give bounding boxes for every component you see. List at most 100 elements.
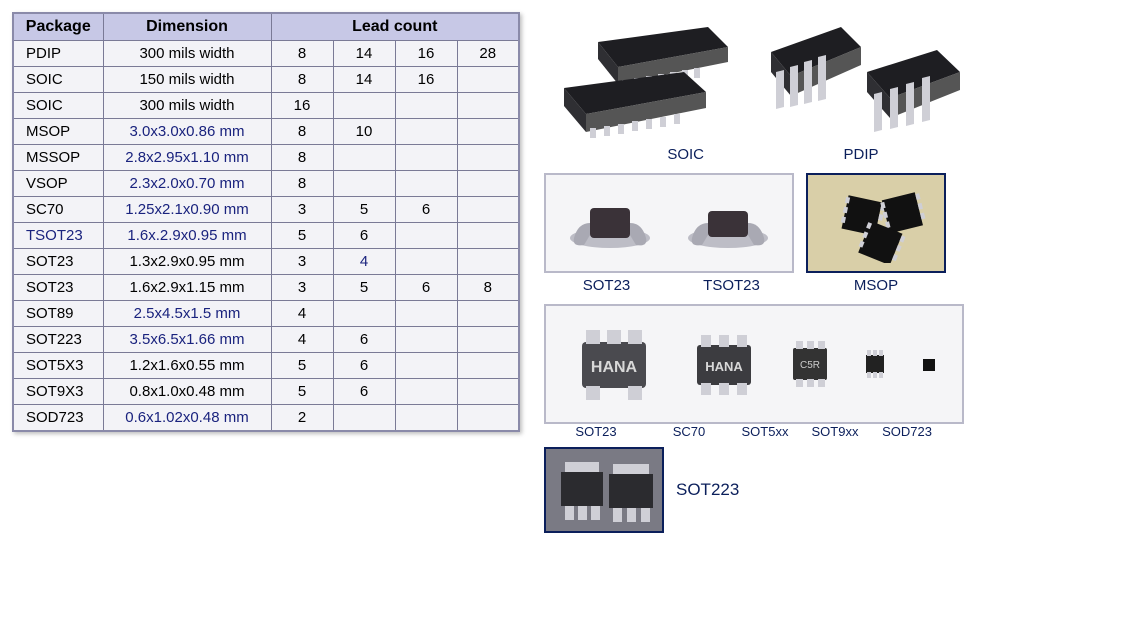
table-row: VSOP2.3x2.0x0.70 mm8 — [13, 171, 519, 197]
cell-lead: 3 — [271, 275, 333, 301]
cell-lead — [395, 171, 457, 197]
table-row: SOT9X30.8x1.0x0.48 mm56 — [13, 379, 519, 405]
msop-image — [806, 173, 946, 273]
cell-package: SOD723 — [13, 405, 103, 432]
sot223-image — [544, 447, 664, 533]
cell-package: SOT223 — [13, 327, 103, 353]
cell-lead: 28 — [457, 41, 519, 67]
cell-lead — [457, 223, 519, 249]
svg-text:HANA: HANA — [705, 359, 743, 374]
cell-lead: 8 — [271, 119, 333, 145]
gallery-row-1: SOIC — [544, 12, 974, 163]
cell-lead — [395, 301, 457, 327]
cell-lead: 14 — [333, 41, 395, 67]
sot23-tsot23-labels: SOT23 TSOT23 — [544, 273, 794, 294]
sot223-label: SOT223 — [676, 480, 739, 500]
cell-lead — [457, 67, 519, 93]
cell-lead — [395, 353, 457, 379]
cell-dimension: 3.0x3.0x0.86 mm — [103, 119, 271, 145]
table-row: SOT231.6x2.9x1.15 mm3568 — [13, 275, 519, 301]
table-row: SOIC150 mils width81416 — [13, 67, 519, 93]
cell-lead — [395, 249, 457, 275]
table-row: SOT5X31.2x1.6x0.55 mm56 — [13, 353, 519, 379]
cell-lead: 4 — [271, 327, 333, 353]
cell-lead — [457, 119, 519, 145]
cell-package: MSSOP — [13, 145, 103, 171]
cell-lead: 16 — [395, 41, 457, 67]
gallery-row-3: HANA HANA C5R — [544, 304, 974, 439]
cell-lead: 4 — [333, 249, 395, 275]
cell-lead — [333, 405, 395, 432]
cell-lead: 5 — [333, 275, 395, 301]
cell-lead: 10 — [333, 119, 395, 145]
cell-lead: 8 — [457, 275, 519, 301]
tsot23-label: TSOT23 — [669, 277, 794, 294]
cell-lead — [457, 249, 519, 275]
cell-package: SOT9X3 — [13, 379, 103, 405]
sot23-tsot23-image — [544, 173, 794, 273]
cell-lead — [333, 93, 395, 119]
size-lineup-image: HANA HANA C5R — [544, 304, 964, 424]
gallery-row-4: SOT223 — [544, 447, 974, 533]
cell-lead: 3 — [271, 197, 333, 223]
cell-lead — [457, 197, 519, 223]
cell-package: TSOT23 — [13, 223, 103, 249]
cell-lead: 5 — [271, 223, 333, 249]
package-gallery: SOIC — [544, 12, 974, 543]
sot23-tsot23-figure: SOT23 TSOT23 — [544, 173, 794, 294]
cell-lead — [395, 379, 457, 405]
table-row: TSOT231.6x.2.9x0.95 mm56 — [13, 223, 519, 249]
package-table: Package Dimension Lead count PDIP300 mil… — [12, 12, 520, 432]
cell-lead: 5 — [333, 197, 395, 223]
content-wrap: Package Dimension Lead count PDIP300 mil… — [12, 12, 1130, 543]
table-header-row: Package Dimension Lead count — [13, 13, 519, 41]
cell-dimension: 1.25x2.1x0.90 mm — [103, 197, 271, 223]
cell-lead — [395, 405, 457, 432]
caption-sot23: SOT23 — [544, 424, 648, 439]
cell-dimension: 300 mils width — [103, 93, 271, 119]
caption-sc70: SC70 — [648, 424, 730, 439]
cell-lead: 16 — [395, 67, 457, 93]
pdip-image — [756, 12, 966, 142]
cell-dimension: 0.6x1.02x0.48 mm — [103, 405, 271, 432]
msop-label: MSOP — [806, 277, 946, 294]
cell-lead — [457, 145, 519, 171]
cell-package: SOT5X3 — [13, 353, 103, 379]
cell-package: SOT23 — [13, 249, 103, 275]
cell-lead: 6 — [333, 327, 395, 353]
cell-lead: 6 — [395, 275, 457, 301]
cell-dimension: 1.3x2.9x0.95 mm — [103, 249, 271, 275]
cell-lead: 5 — [271, 353, 333, 379]
cell-lead — [333, 145, 395, 171]
cell-dimension: 300 mils width — [103, 41, 271, 67]
table-row: SOD7230.6x1.02x0.48 mm2 — [13, 405, 519, 432]
cell-dimension: 0.8x1.0x0.48 mm — [103, 379, 271, 405]
cell-lead — [395, 327, 457, 353]
header-lead-count: Lead count — [271, 13, 519, 41]
cell-lead: 5 — [271, 379, 333, 405]
cell-lead: 8 — [271, 41, 333, 67]
table-row: PDIP300 mils width8141628 — [13, 41, 519, 67]
svg-text:C5R: C5R — [800, 360, 820, 371]
header-package: Package — [13, 13, 103, 41]
soic-image — [544, 12, 744, 142]
cell-lead — [457, 379, 519, 405]
cell-lead — [457, 171, 519, 197]
cell-dimension: 1.2x1.6x0.55 mm — [103, 353, 271, 379]
cell-dimension: 2.5x4.5x1.5 mm — [103, 301, 271, 327]
cell-lead: 6 — [333, 223, 395, 249]
cell-lead — [457, 353, 519, 379]
cell-lead: 6 — [395, 197, 457, 223]
caption-sod723: SOD723 — [870, 424, 944, 439]
cell-lead — [395, 145, 457, 171]
cell-package: MSOP — [13, 119, 103, 145]
cell-lead: 16 — [271, 93, 333, 119]
table-row: SC701.25x2.1x0.90 mm356 — [13, 197, 519, 223]
cell-lead — [395, 93, 457, 119]
cell-lead — [457, 327, 519, 353]
cell-dimension: 2.8x2.95x1.10 mm — [103, 145, 271, 171]
cell-lead — [457, 301, 519, 327]
caption-sot5xx: SOT5xx — [730, 424, 800, 439]
cell-lead: 3 — [271, 249, 333, 275]
cell-dimension: 150 mils width — [103, 67, 271, 93]
